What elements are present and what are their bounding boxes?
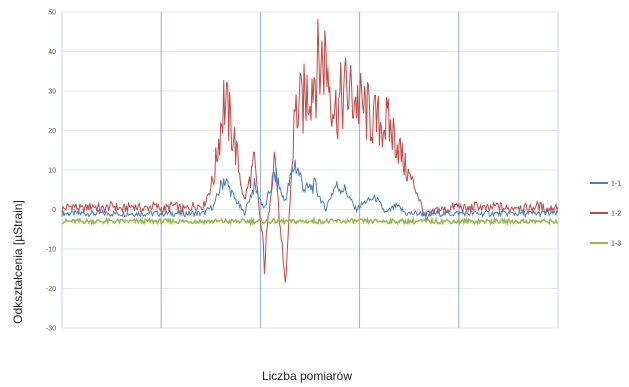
y-tick-label: -10 (46, 247, 56, 254)
y-tick-label: -20 (46, 286, 56, 293)
y-tick-label: 50 (48, 10, 56, 17)
y-tick-label: 40 (48, 49, 56, 56)
series-lines (61, 18, 559, 283)
x-axis-title: Liczba pomiarów (262, 369, 352, 383)
series-line-1-2 (61, 18, 559, 283)
y-tick-label: 30 (48, 89, 56, 96)
legend-label-1-2: 1-2 (611, 211, 621, 218)
series-line-1-1 (61, 159, 559, 219)
y-axis-ticks: 50 40 30 20 10 0 -10 -20 -30 (46, 10, 56, 333)
y-tick-label: 0 (52, 207, 56, 214)
y-tick-label: 20 (48, 128, 56, 135)
legend-label-1-1: 1-1 (611, 181, 621, 188)
series-line-1-3 (61, 216, 559, 227)
legend-label-1-3: 1-3 (611, 241, 621, 248)
grid (61, 11, 559, 329)
y-axis-title: Odkształcenia [µStrain] (11, 200, 25, 324)
legend: 1-1 1-2 1-3 (590, 181, 621, 248)
y-tick-label: -30 (46, 326, 56, 333)
y-tick-label: 10 (48, 168, 56, 175)
